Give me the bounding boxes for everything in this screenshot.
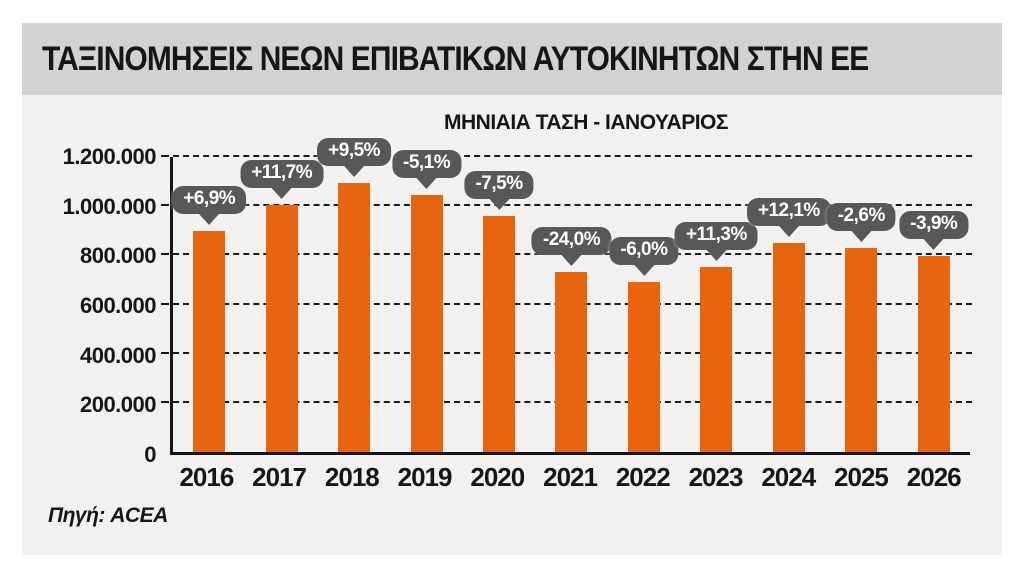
x-axis-label: 2025 xyxy=(834,462,889,492)
value-bubble: -5,1% xyxy=(392,150,462,178)
bar-column: +11,7% xyxy=(240,157,324,452)
page-title: ΤΑΞΙΝΟΜΗΣΕΙΣ ΝΕΩΝ ΕΠΙΒΑΤΙΚΩΝ ΑΥΤΟΚΙΝΗΤΩΝ… xyxy=(42,39,869,78)
bar-column: -2,6% xyxy=(825,157,897,452)
bar xyxy=(483,216,516,452)
x-axis-label: 2024 xyxy=(761,462,816,492)
bar-column: -3,9% xyxy=(898,157,970,452)
x-axis-label: 2021 xyxy=(543,462,598,492)
value-bubble: +11,7% xyxy=(240,160,324,188)
x-axis-label: 2018 xyxy=(324,462,380,492)
bar-column: -6,0% xyxy=(608,157,680,452)
bar-column: +11,3% xyxy=(674,157,758,452)
x-axis-labels: 2016 2017 2018 2019 2020 2021 2022 2023 2024 2025… xyxy=(170,462,970,493)
bar xyxy=(193,231,226,452)
x-axis-label: 2017 xyxy=(252,462,307,492)
bar xyxy=(410,195,443,452)
bar xyxy=(845,248,878,452)
y-axis-tick-label: 200.000 xyxy=(79,392,157,418)
bars-row: +6,9% +11,7% +9,5% -5,1% -7,5% -24,0% -6,0% +11… xyxy=(172,138,970,452)
bar xyxy=(338,183,371,452)
value-bubble: +12,1% xyxy=(746,198,831,226)
x-axis-label: 2019 xyxy=(397,462,453,492)
y-axis-tick-label: 1.200.000 xyxy=(62,144,157,169)
gridline xyxy=(161,204,972,207)
value-bubble: +6,9% xyxy=(172,186,247,214)
gridline xyxy=(161,155,972,157)
bar xyxy=(772,243,805,452)
chart-subtitle: ΜΗΝΙΑΙΑ ΤΑΣΗ - ΙΑΝΟΥΑΡΙΟΣ xyxy=(444,111,728,134)
x-axis-label: 2026 xyxy=(906,462,962,492)
bar xyxy=(265,205,298,452)
bar-column: +12,1% xyxy=(746,157,831,452)
value-bubble: +9,5% xyxy=(317,138,392,166)
plot-area: +6,9% +11,7% +9,5% -5,1% -7,5% -24,0% -6,0% +11… xyxy=(161,138,972,455)
x-axis-label: 2023 xyxy=(688,462,744,492)
bar-column: -7,5% xyxy=(463,157,535,452)
bar-column: -5,1% xyxy=(390,150,462,452)
bar-column: +6,9% xyxy=(172,157,247,452)
y-axis-tick-label: 0 xyxy=(144,442,156,467)
value-bubble: -3,9% xyxy=(899,211,969,239)
value-bubble: +11,3% xyxy=(674,222,758,250)
bar xyxy=(627,282,660,452)
value-bubble: -6,0% xyxy=(609,237,679,265)
value-bubble: -24,0% xyxy=(531,227,612,255)
value-bubble: -7,5% xyxy=(464,171,534,199)
y-axis-tick-label: 1.000.000 xyxy=(62,193,157,219)
title-band: ΤΑΞΙΝΟΜΗΣΕΙΣ ΝΕΩΝ ΕΠΙΒΑΤΙΚΩΝ ΑΥΤΟΚΙΝΗΤΩΝ… xyxy=(22,23,1002,95)
bar xyxy=(917,256,950,452)
bar xyxy=(700,267,733,452)
x-axis-label: 2022 xyxy=(615,462,671,492)
bar-column: -24,0% xyxy=(531,157,612,452)
x-axis-label: 2020 xyxy=(470,462,525,492)
y-axis-tick-label: 600.000 xyxy=(79,293,157,318)
y-axis-labels: 0 200.000 400.000 600.000 800.000 1.000.000 1.… xyxy=(22,144,157,467)
x-axis-label: 2016 xyxy=(179,462,234,492)
bar-column: +9,5% xyxy=(317,138,392,452)
chart-card: ΜΗΝΙΑΙΑ ΤΑΣΗ - ΙΑΝΟΥΑΡΙΟΣ 0 200.000 400.00… xyxy=(22,95,1002,555)
bar xyxy=(555,272,588,452)
value-bubble: -2,6% xyxy=(826,203,896,231)
y-axis-tick-label: 400.000 xyxy=(79,342,157,368)
source-label: Πηγή: ACEA xyxy=(48,504,168,527)
y-axis-tick-label: 800.000 xyxy=(79,243,157,269)
